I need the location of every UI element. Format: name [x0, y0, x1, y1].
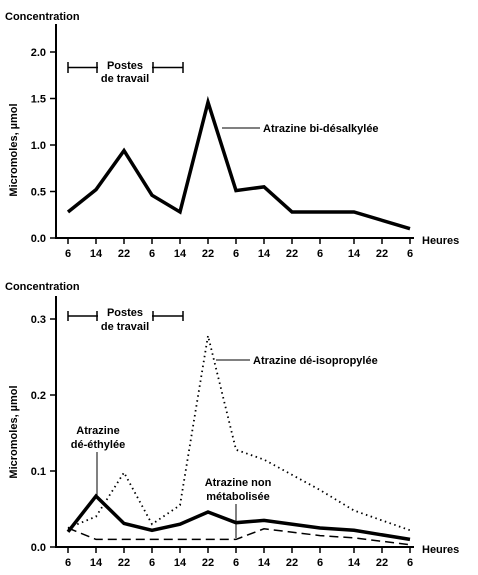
bottom-x-axis-label: Heures [422, 544, 459, 556]
top-shift-label-2: de travail [101, 73, 149, 85]
top-x-tick-label-8: 22 [286, 248, 298, 260]
bot-x-tick-label-8: 22 [286, 557, 298, 569]
bottom-y-axis-label: Micromoles, µmol [8, 385, 20, 478]
top-x-tick-label-0: 6 [65, 248, 71, 260]
top-y-tick-label-4: 2.0 [31, 47, 46, 59]
bot-x-tick-label-4: 14 [174, 557, 187, 569]
top-x-tick-label-3: 6 [149, 248, 155, 260]
top-x-tick-label-12: 6 [407, 248, 413, 260]
bot-x-tick-label-2: 22 [118, 557, 130, 569]
top-shift-label-1: Postes [107, 60, 143, 72]
top-series-label: Atrazine bi-désalkylée [263, 123, 379, 135]
label-non-2: métabolisée [206, 491, 270, 503]
bottom-x-ticks: 6 14 22 6 14 22 6 14 22 6 14 22 6 [65, 547, 413, 569]
top-y-axis-label: Micromoles, µmol [8, 103, 20, 196]
bot-x-tick-label-5: 22 [202, 557, 214, 569]
top-shift-label-bg [98, 56, 152, 86]
bot-x-tick-label-7: 14 [258, 557, 271, 569]
top-x-tick-label-6: 6 [233, 248, 239, 260]
label-non-1: Atrazine non [205, 477, 272, 489]
top-y-ticks: 0.0 0.5 1.0 1.5 2.0 [31, 47, 56, 245]
bot-y-tick-label-3: 0.3 [31, 314, 46, 326]
label-ethyl-1: Atrazine [76, 425, 119, 437]
bottom-series-group [66, 335, 411, 546]
bottom-shift-label-1: Postes [107, 307, 143, 319]
label-isopropyl: Atrazine dé-isopropylée [253, 355, 378, 367]
bottom-work-shift-bracket: Postes de travail [67, 304, 184, 334]
bot-x-tick-label-11: 22 [376, 557, 388, 569]
bot-series-line-2 [67, 527, 411, 546]
bot-y-tick-label-1: 0.1 [31, 466, 46, 478]
bot-x-tick-label-12: 6 [407, 557, 413, 569]
bottom-shift-label-bg [98, 304, 152, 334]
bot-x-tick-label-6: 6 [233, 557, 239, 569]
bot-x-tick-label-0: 6 [65, 557, 71, 569]
bot-x-tick-label-3: 6 [149, 557, 155, 569]
bot-series-line-1 [66, 493, 411, 542]
top-work-shift-bracket: Postes de travail [67, 56, 184, 86]
top-series-line-0 [66, 95, 411, 231]
bottom-y-ticks: 0.0 0.1 0.2 0.3 [31, 314, 56, 554]
top-x-axis-label: Heures [422, 235, 459, 247]
bot-x-tick-label-10: 14 [348, 557, 361, 569]
bot-x-tick-label-1: 14 [90, 557, 103, 569]
top-x-tick-label-5: 22 [202, 248, 214, 260]
top-chart-title: Concentration [5, 11, 80, 23]
top-x-tick-label-4: 14 [174, 248, 187, 260]
top-chart: Concentration Micromoles, µmol 0.0 0.5 1.0… [5, 11, 459, 260]
top-y-tick-label-1: 0.5 [31, 187, 46, 199]
label-ethyl-2: dé-éthylée [71, 439, 125, 451]
top-y-tick-label-0: 0.0 [31, 233, 46, 245]
top-x-tick-label-10: 14 [348, 248, 361, 260]
top-x-tick-label-2: 22 [118, 248, 130, 260]
top-x-tick-label-1: 14 [90, 248, 103, 260]
top-x-ticks: 6 14 22 6 14 22 6 14 22 6 14 22 6 [65, 238, 413, 260]
bottom-chart: Concentration Micromoles, µmol 0.0 0.1 0.2… [5, 281, 459, 569]
top-x-tick-label-11: 22 [376, 248, 388, 260]
top-y-tick-label-3: 1.5 [31, 94, 46, 106]
top-y-tick-label-2: 1.0 [31, 140, 46, 152]
top-x-tick-label-9: 6 [317, 248, 323, 260]
bot-x-tick-label-9: 6 [317, 557, 323, 569]
bot-y-tick-label-0: 0.0 [31, 542, 46, 554]
bottom-chart-title: Concentration [5, 281, 80, 293]
top-x-tick-label-7: 14 [258, 248, 271, 260]
bot-y-tick-label-2: 0.2 [31, 390, 46, 402]
bottom-shift-label-2: de travail [101, 321, 149, 333]
top-series-group [66, 95, 411, 231]
bot-series-line-0 [67, 335, 411, 532]
